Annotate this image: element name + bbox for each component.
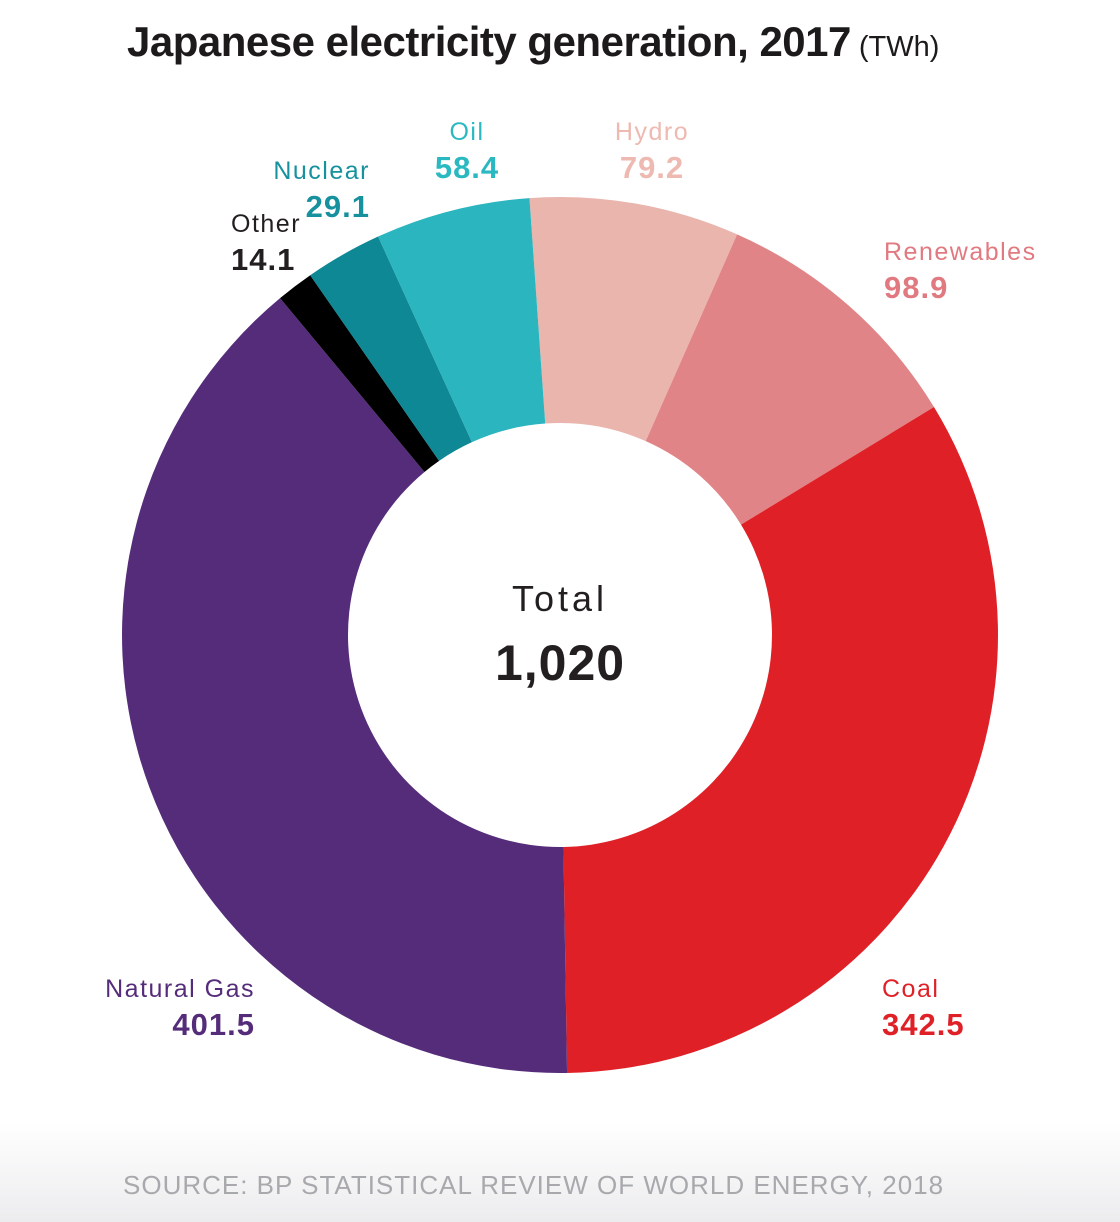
- total-label: Total: [511, 578, 609, 619]
- segment-name: Natural Gas: [105, 975, 255, 1003]
- segment-label-hydro: Hydro 79.2: [502, 118, 802, 185]
- wedge-other: [280, 275, 440, 472]
- segment-value: 29.1: [305, 189, 370, 224]
- segment-label-coal: Coal 342.5: [882, 975, 965, 1042]
- segment-value: 79.2: [619, 150, 685, 185]
- source-text: SOURCE: BP STATISTICAL REVIEW OF WORLD E…: [123, 1170, 945, 1200]
- segment-name: Renewables: [884, 238, 1037, 266]
- segment-label-nuclear: Nuclear 29.1: [273, 157, 370, 224]
- segment-name: Coal: [882, 975, 940, 1003]
- segment-name: Hydro: [614, 118, 690, 146]
- wedge-coal: [563, 407, 998, 1073]
- wedge-renewables: [645, 234, 934, 525]
- segment-label-renewables: Renewables 98.9: [884, 238, 1037, 305]
- donut-center-total: Total 1,020: [380, 578, 740, 692]
- segment-name: Oil: [449, 118, 485, 146]
- segment-label-other: Other 14.1: [231, 210, 302, 277]
- chart-title-text: Japanese electricity generation, 2017: [127, 18, 851, 65]
- wedge-oil: [378, 198, 546, 443]
- source-bar: SOURCE: BP STATISTICAL REVIEW OF WORLD E…: [0, 1122, 1120, 1222]
- total-value: 1,020: [494, 635, 626, 691]
- segment-value: 14.1: [231, 242, 296, 277]
- segment-name: Nuclear: [273, 157, 370, 185]
- segment-label-natural-gas: Natural Gas 401.5: [105, 975, 255, 1042]
- wedge-hydro: [529, 197, 738, 442]
- segment-value: 58.4: [434, 150, 500, 185]
- segment-name: Other: [231, 210, 302, 238]
- segment-value: 401.5: [172, 1007, 255, 1042]
- segment-value: 98.9: [884, 270, 949, 305]
- segment-label-oil: Oil 58.4: [317, 118, 617, 185]
- wedge-nuclear: [310, 236, 472, 461]
- wedge-natural-gas: [122, 298, 568, 1073]
- segment-value: 342.5: [882, 1007, 965, 1042]
- chart-title-unit: (TWh): [858, 31, 940, 63]
- chart-title: Japanese electricity generation, 2017 (TW…: [127, 18, 939, 66]
